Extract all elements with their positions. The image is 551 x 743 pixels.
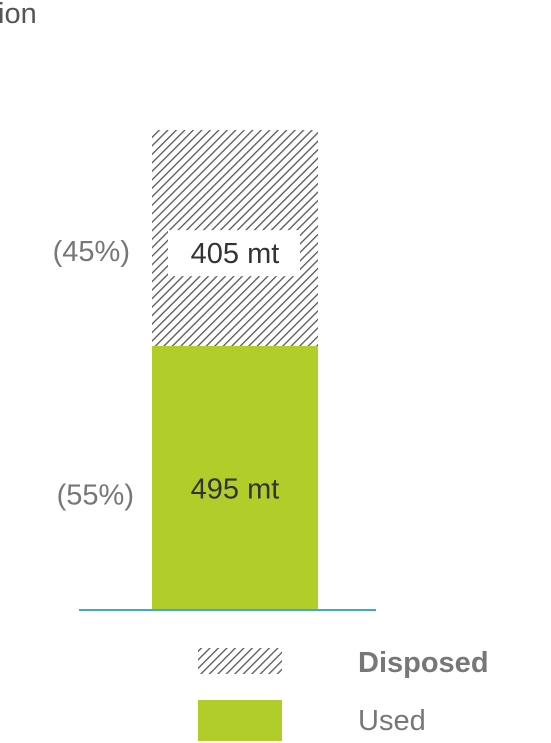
bar-segment-used — [152, 346, 318, 610]
cropped-title-text: ion — [0, 0, 37, 30]
data-label-used: 495 mt — [191, 474, 280, 506]
data-label-disposed: 405 mt — [191, 238, 280, 270]
legend-swatch-disposed — [198, 648, 282, 674]
data-label-box-disposed — [168, 230, 300, 277]
legend-label-disposed: Disposed — [358, 647, 489, 679]
legend-swatch-used — [198, 700, 282, 741]
legend-label-used: Used — [358, 705, 426, 737]
legend: Disposed Used — [198, 647, 489, 741]
percent-label-disposed: (45%) — [53, 236, 130, 268]
percent-label-used: (55%) — [57, 480, 134, 512]
